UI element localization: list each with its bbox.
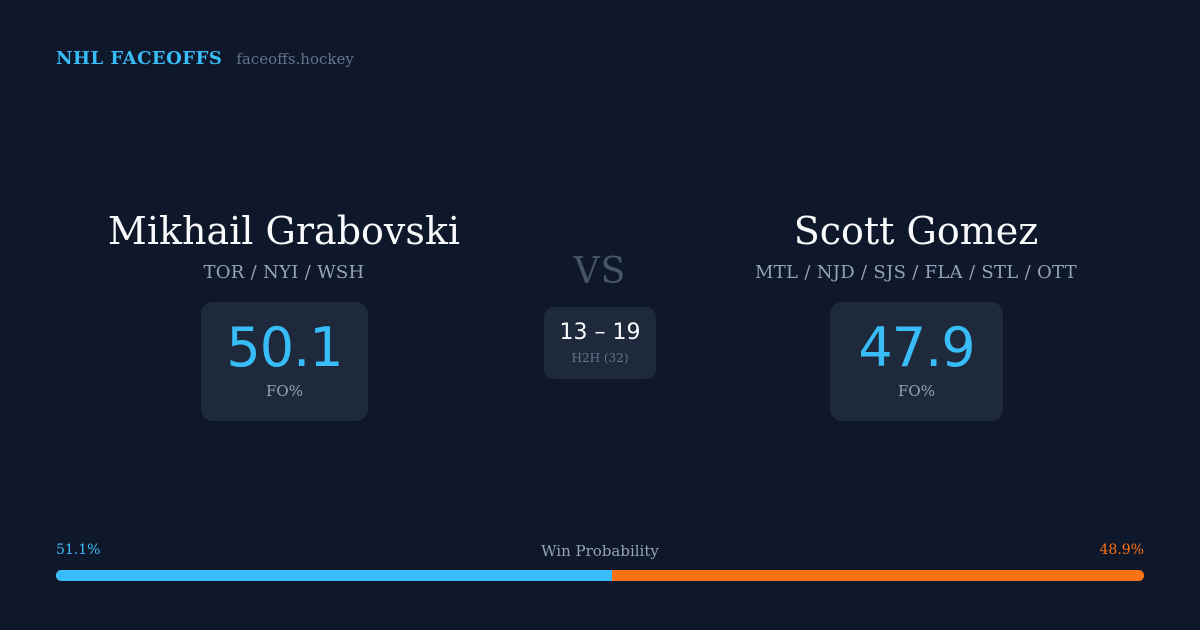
player-right-fo-label: FO% <box>898 382 935 400</box>
brand-name: NHL FACEOFFS <box>56 48 223 69</box>
player-left-fo-card: 50.1 FO% <box>201 302 368 421</box>
h2h-score: 13 – 19 <box>559 320 641 345</box>
win-probability-right-label: 48.9% <box>1099 542 1144 558</box>
player-right-name: Scott Gomez <box>793 209 1039 253</box>
versus-label: VS <box>573 251 627 292</box>
player-right-fo-card: 47.9 FO% <box>830 302 1003 421</box>
brand-header: NHL FACEOFFS faceoffs.hockey <box>56 48 354 69</box>
win-probability-bar-right <box>611 570 1144 581</box>
player-right-fo-value: 47.9 <box>858 316 975 379</box>
player-left-teams: TOR / NYI / WSH <box>203 262 365 283</box>
player-left: Mikhail Grabovski TOR / NYI / WSH <box>84 208 484 283</box>
win-probability-title: Win Probability <box>541 542 659 560</box>
win-probability-labels: 51.1% Win Probability 48.9% <box>56 542 1144 562</box>
h2h-card: 13 – 19 H2H (32) <box>544 307 656 379</box>
win-probability-bar <box>56 570 1144 581</box>
player-right-teams: MTL / NJD / SJS / FLA / STL / OTT <box>755 262 1077 283</box>
player-left-name: Mikhail Grabovski <box>107 209 461 253</box>
h2h-label: H2H (32) <box>571 351 629 365</box>
brand-url: faceoffs.hockey <box>236 50 354 68</box>
player-left-fo-label: FO% <box>266 382 303 400</box>
player-right: Scott Gomez MTL / NJD / SJS / FLA / STL … <box>716 208 1116 283</box>
win-probability-bar-left <box>56 570 612 581</box>
player-left-fo-value: 50.1 <box>226 316 343 379</box>
win-probability-left-label: 51.1% <box>56 542 101 558</box>
